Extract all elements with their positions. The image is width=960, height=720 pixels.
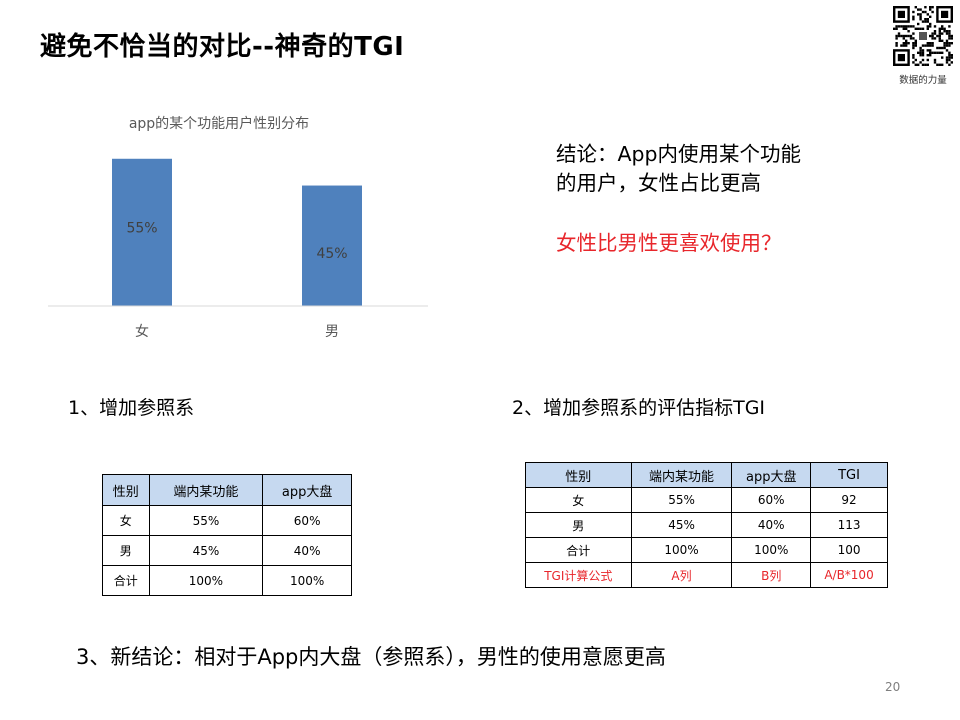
table-row-formula: TGI计算公式 A列 B列 A/B*100 [525, 562, 888, 588]
table-header-cell: 性别 [525, 462, 632, 488]
chart-data-label: 55% [126, 220, 157, 236]
table-cell: 55% [148, 505, 264, 536]
table-header-cell: app大盘 [262, 474, 352, 506]
chart-bar [112, 158, 172, 306]
new-conclusion-text: 3、新结论：相对于App内大盘（参照系），男性的使用意愿更高 [76, 645, 666, 669]
conclusion-question: 女性比男性更喜欢使用？ [556, 231, 782, 255]
reference-table: 性别 端内某功能 app大盘 女 55% 60% 男 45% 40% 合计 10… [102, 474, 352, 596]
conclusion-text: 结论：App内使用某个功能 的用户，女性占比更高 [556, 140, 876, 198]
table-cell: 60% [731, 487, 812, 513]
table-header-cell: app大盘 [731, 462, 812, 488]
table-cell: 100 [810, 537, 888, 563]
table-cell: A/B*100 [810, 562, 888, 588]
section-2-title: 2、增加参照系的评估指标TGI [512, 397, 766, 419]
section-1-title: 1、增加参照系 [68, 397, 195, 419]
table-cell: 合计 [102, 565, 150, 596]
table-header-row: 性别 端内某功能 app大盘 TGI [525, 462, 888, 488]
table-cell: A列 [630, 562, 733, 588]
table-cell: 100% [262, 565, 352, 596]
table-row: 女 55% 60% 92 [525, 487, 888, 513]
conclusion-line-1: 结论：App内使用某个功能 [556, 142, 802, 166]
table-cell: 60% [262, 505, 352, 536]
table-cell: 92 [810, 487, 888, 513]
gender-bar-chart: app的某个功能用户性别分布 55% 女 45% 男 [46, 104, 432, 354]
table-cell: 100% [630, 537, 733, 563]
chart-category-label: 女 [135, 323, 149, 340]
table-header-cell: 端内某功能 [148, 474, 264, 506]
table-row: 男 45% 40% 113 [525, 512, 888, 538]
table-cell: 女 [102, 505, 150, 536]
table-cell: 男 [525, 512, 632, 538]
table-cell: TGI计算公式 [525, 562, 632, 588]
slide-title: 避免不恰当的对比--神奇的TGI [40, 32, 405, 62]
table-cell: 55% [630, 487, 733, 513]
table-cell: 45% [148, 535, 264, 566]
tgi-table: 性别 端内某功能 app大盘 TGI 女 55% 60% 92 男 45% 40… [525, 462, 888, 588]
table-cell: 女 [525, 487, 632, 513]
table-cell: B列 [731, 562, 812, 588]
chart-title: app的某个功能用户性别分布 [129, 115, 309, 132]
conclusion-line-2: 的用户，女性占比更高 [556, 171, 761, 195]
qr-caption: 数据的力量 [899, 75, 947, 86]
table-cell: 100% [731, 537, 812, 563]
table-cell: 合计 [525, 537, 632, 563]
table-cell: 40% [731, 512, 812, 538]
table-row: 女 55% 60% [102, 505, 352, 536]
table-cell: 40% [262, 535, 352, 566]
chart-category-label: 男 [325, 324, 339, 340]
table-header-cell: TGI [810, 462, 888, 488]
table-row: 合计 100% 100% [102, 565, 352, 596]
page-number: 20 [885, 680, 901, 694]
table-row: 合计 100% 100% 100 [525, 537, 888, 563]
table-header-row: 性别 端内某功能 app大盘 [102, 474, 352, 506]
table-cell: 100% [148, 565, 264, 596]
table-header-cell: 端内某功能 [630, 462, 733, 488]
table-row: 男 45% 40% [102, 535, 352, 566]
table-cell: 113 [810, 512, 888, 538]
chart-data-label: 45% [316, 246, 347, 262]
table-cell: 45% [630, 512, 733, 538]
table-header-cell: 性别 [102, 474, 150, 506]
qr-code-icon [893, 6, 953, 66]
chart-bar [302, 185, 362, 306]
table-cell: 男 [102, 535, 150, 566]
